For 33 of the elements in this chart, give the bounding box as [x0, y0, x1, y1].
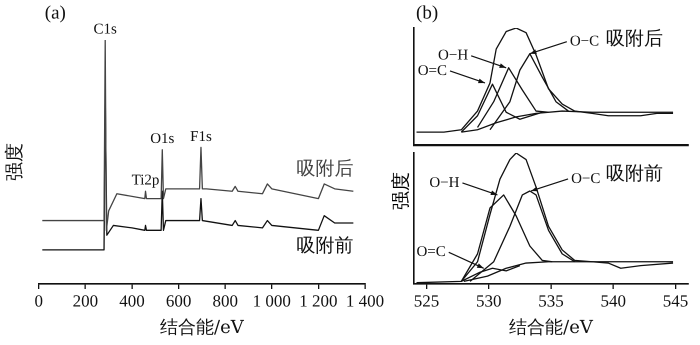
- annotation: O−C: [571, 170, 600, 187]
- series-label: 吸附前: [296, 234, 354, 256]
- x-tick-label: 540: [600, 292, 626, 311]
- annotation: O−H: [438, 48, 468, 64]
- x-tick-label: 1 000: [252, 292, 291, 311]
- x-axis-title: 结合能/eV: [160, 316, 245, 338]
- x-tick-label: 600: [166, 292, 192, 311]
- x-tick-label: 545: [662, 292, 688, 311]
- x-axis-title: 结合能/eV: [509, 316, 594, 338]
- annotation: 吸附后: [606, 27, 663, 50]
- x-tick-label: 800: [212, 292, 238, 311]
- series-label: 吸附后: [296, 158, 354, 180]
- annotation: 吸附前: [606, 162, 663, 184]
- annotation: O−C: [570, 34, 600, 50]
- annotation: O=C: [418, 62, 447, 79]
- x-tick-label: 1 200: [299, 292, 338, 311]
- annotation: O−H: [429, 174, 460, 191]
- x-tick-label: 200: [72, 292, 98, 311]
- y-axis-title: 强度: [389, 172, 413, 210]
- x-tick-label: 535: [538, 292, 564, 311]
- annotation: C1s: [94, 21, 118, 38]
- x-tick-label: 1 400: [346, 292, 384, 311]
- x-tick-label: 530: [476, 292, 502, 311]
- annotation: Ti2p: [132, 172, 160, 189]
- annotation: O=C: [416, 244, 446, 260]
- x-tick-label: 400: [119, 292, 145, 311]
- annotation: F1s: [190, 128, 212, 145]
- x-tick-label: 525: [414, 292, 440, 311]
- x-tick-label: 0: [34, 292, 44, 311]
- chart-title: (a): [44, 2, 66, 24]
- y-axis-title: 强度: [3, 143, 26, 181]
- chart-title: (b): [416, 2, 438, 24]
- annotation: O1s: [150, 131, 175, 148]
